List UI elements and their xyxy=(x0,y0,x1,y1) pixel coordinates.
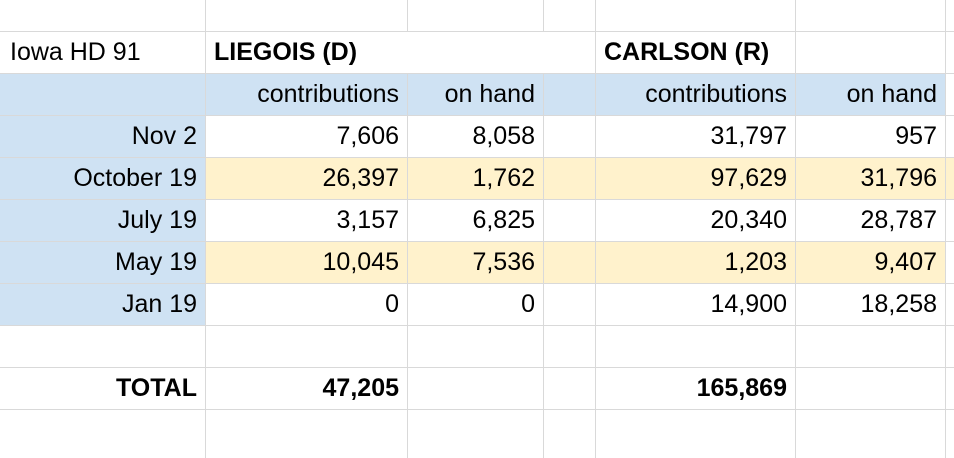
cell-empty[interactable] xyxy=(0,326,206,368)
cell-empty[interactable] xyxy=(946,116,954,158)
cell-empty[interactable] xyxy=(946,158,954,200)
cell-empty[interactable] xyxy=(544,284,596,326)
cell-empty[interactable] xyxy=(544,116,596,158)
c2-contributions-cell[interactable]: 20,340 xyxy=(596,200,796,242)
c2-contributions-cell[interactable]: 1,203 xyxy=(596,242,796,284)
c1-total-cell[interactable]: 47,205 xyxy=(206,368,408,410)
c1-on-hand-cell[interactable]: 0 xyxy=(408,284,544,326)
header-c1-on-hand[interactable]: on hand xyxy=(408,74,544,116)
cell-empty[interactable] xyxy=(544,32,596,74)
cell-empty[interactable] xyxy=(206,326,408,368)
cell-empty[interactable] xyxy=(206,410,408,458)
row-label-cell[interactable]: Nov 2 xyxy=(0,116,206,158)
c2-on-hand-cell[interactable]: 957 xyxy=(796,116,946,158)
c2-on-hand-cell[interactable]: 9,407 xyxy=(796,242,946,284)
header-c2-contributions[interactable]: contributions xyxy=(596,74,796,116)
cell-empty[interactable] xyxy=(544,326,596,368)
cell-empty[interactable] xyxy=(946,200,954,242)
header-c1-contributions[interactable]: contributions xyxy=(206,74,408,116)
cell-empty[interactable] xyxy=(0,410,206,458)
c2-total-cell[interactable]: 165,869 xyxy=(596,368,796,410)
c1-on-hand-cell[interactable]: 6,825 xyxy=(408,200,544,242)
header-empty-cell[interactable] xyxy=(0,74,206,116)
cell-empty[interactable] xyxy=(796,326,946,368)
cell-empty[interactable] xyxy=(596,410,796,458)
c2-contributions-cell[interactable]: 31,797 xyxy=(596,116,796,158)
c1-contributions-cell[interactable]: 0 xyxy=(206,284,408,326)
cell-empty[interactable] xyxy=(408,326,544,368)
total-label-cell[interactable]: TOTAL xyxy=(0,368,206,410)
row-label-cell[interactable]: October 19 xyxy=(0,158,206,200)
c2-on-hand-cell[interactable]: 28,787 xyxy=(796,200,946,242)
cell-empty[interactable] xyxy=(946,284,954,326)
c2-on-hand-cell[interactable]: 18,258 xyxy=(796,284,946,326)
c2-contributions-cell[interactable]: 97,629 xyxy=(596,158,796,200)
c1-contributions-cell[interactable]: 3,157 xyxy=(206,200,408,242)
cell-empty[interactable] xyxy=(596,0,796,32)
cell-empty[interactable] xyxy=(544,410,596,458)
cell-empty[interactable] xyxy=(796,32,946,74)
cell-empty[interactable] xyxy=(946,74,954,116)
cell-empty[interactable] xyxy=(946,410,954,458)
cell-empty[interactable] xyxy=(596,326,796,368)
c1-contributions-cell[interactable]: 10,045 xyxy=(206,242,408,284)
cell-empty[interactable] xyxy=(408,0,544,32)
candidate2-name-cell[interactable]: CARLSON (R) xyxy=(596,32,796,74)
c1-on-hand-cell[interactable]: 8,058 xyxy=(408,116,544,158)
cell-empty[interactable] xyxy=(408,368,544,410)
c1-contributions-cell[interactable]: 26,397 xyxy=(206,158,408,200)
cell-empty[interactable] xyxy=(544,0,596,32)
cell-empty[interactable] xyxy=(544,242,596,284)
cell-empty[interactable] xyxy=(0,0,206,32)
cell-empty[interactable] xyxy=(206,0,408,32)
c1-contributions-cell[interactable]: 7,606 xyxy=(206,116,408,158)
cell-empty[interactable] xyxy=(544,200,596,242)
cell-empty[interactable] xyxy=(796,368,946,410)
c1-on-hand-cell[interactable]: 7,536 xyxy=(408,242,544,284)
cell-empty[interactable] xyxy=(544,368,596,410)
candidate1-name-cell[interactable]: LIEGOIS (D) xyxy=(206,32,544,74)
c1-on-hand-cell[interactable]: 1,762 xyxy=(408,158,544,200)
header-empty-cell[interactable] xyxy=(544,74,596,116)
cell-empty[interactable] xyxy=(796,0,946,32)
cell-empty[interactable] xyxy=(408,410,544,458)
cell-empty[interactable] xyxy=(946,242,954,284)
row-label-cell[interactable]: May 19 xyxy=(0,242,206,284)
cell-empty[interactable] xyxy=(544,158,596,200)
cell-empty[interactable] xyxy=(946,326,954,368)
cell-empty[interactable] xyxy=(796,410,946,458)
row-label-cell[interactable]: July 19 xyxy=(0,200,206,242)
c2-on-hand-cell[interactable]: 31,796 xyxy=(796,158,946,200)
cell-empty[interactable] xyxy=(946,368,954,410)
c2-contributions-cell[interactable]: 14,900 xyxy=(596,284,796,326)
row-label-cell[interactable]: Jan 19 xyxy=(0,284,206,326)
cell-empty[interactable] xyxy=(946,32,954,74)
cell-empty[interactable] xyxy=(946,0,954,32)
header-c2-on-hand[interactable]: on hand xyxy=(796,74,946,116)
sheet-title-cell[interactable]: Iowa HD 91 xyxy=(0,32,206,74)
